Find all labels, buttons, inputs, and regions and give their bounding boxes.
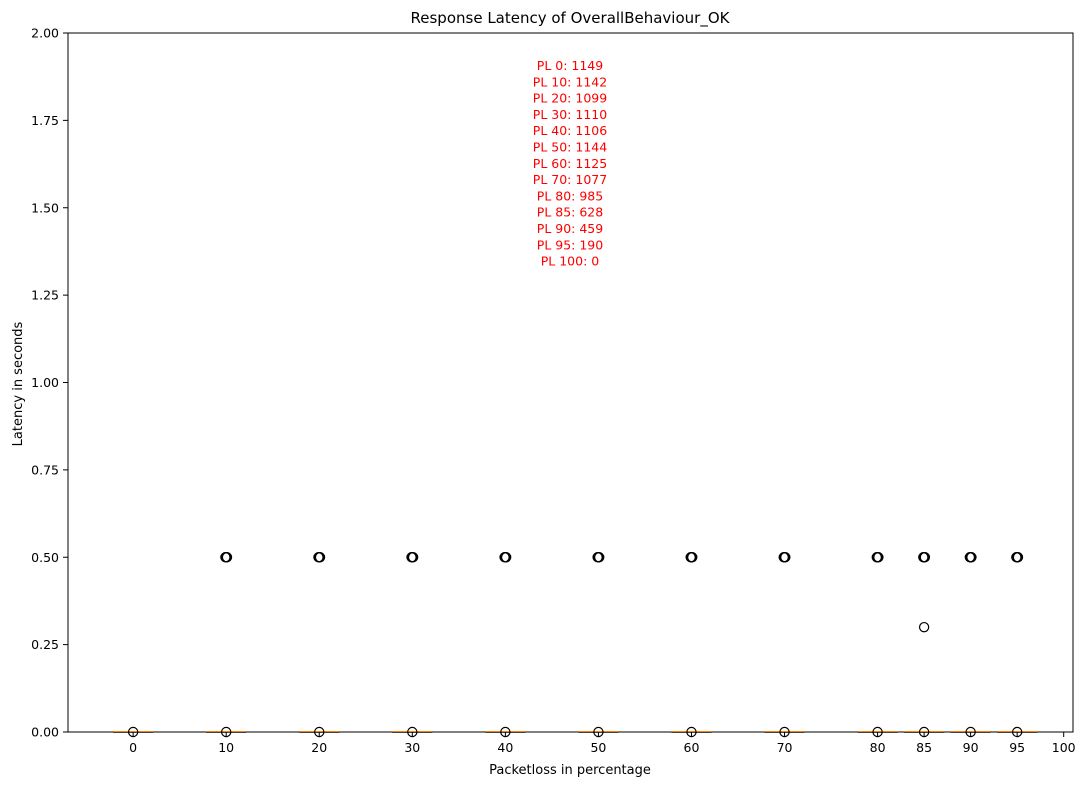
packet-count-annotation: PL 70: 1077 [533, 172, 607, 187]
x-axis-label: Packetloss in percentage [489, 763, 651, 778]
outlier-point [872, 726, 883, 738]
packet-count-annotation: PL 60: 1125 [533, 156, 607, 171]
packet-count-annotation: PL 100: 0 [541, 254, 600, 269]
outlier-point [220, 726, 232, 738]
outlier-point [594, 552, 605, 563]
x-tick-label: 80 [870, 740, 886, 755]
chart-title: Response Latency of OverallBehaviour_OK [411, 9, 731, 28]
outlier-point [873, 552, 884, 563]
outlier-point [965, 726, 976, 738]
packet-count-annotation: PL 40: 1106 [533, 123, 607, 138]
outlier-point [500, 726, 511, 738]
x-tick-label: 85 [916, 740, 932, 755]
y-tick-label: 1.00 [31, 375, 59, 390]
x-tick-label: 50 [590, 740, 606, 755]
packet-count-annotation: PL 50: 1144 [533, 140, 607, 155]
outlier-point [966, 552, 977, 563]
outlier-point [1011, 726, 1023, 738]
y-axis-label: Latency in seconds [11, 321, 26, 446]
packet-count-annotation: PL 80: 985 [537, 188, 603, 203]
packet-count-annotation: PL 90: 459 [537, 221, 603, 236]
outlier-point [779, 726, 790, 738]
outlier-point [918, 621, 930, 633]
y-tick-label: 1.50 [31, 200, 59, 215]
packet-count-annotation: PL 10: 1142 [533, 74, 607, 89]
x-tick-label: 10 [218, 740, 234, 755]
x-tick-label: 40 [497, 740, 513, 755]
outlier-point [314, 552, 326, 563]
y-tick-label: 0.00 [31, 725, 59, 740]
x-tick-label: 20 [311, 740, 327, 755]
packet-count-annotation: PL 95: 190 [537, 237, 603, 252]
x-tick-label: 100 [1052, 740, 1076, 755]
x-tick-label: 70 [777, 740, 793, 755]
x-tick-label: 60 [684, 740, 700, 755]
outlier-point [221, 552, 233, 563]
y-tick-label: 2.00 [31, 26, 59, 41]
outlier-point [407, 552, 419, 563]
outlier-point [314, 726, 325, 738]
outlier-point [686, 726, 697, 738]
packet-count-annotation: PL 30: 1110 [533, 107, 607, 122]
x-tick-label: 30 [404, 740, 420, 755]
x-tick-label: 0 [129, 740, 137, 755]
plot-area: 0.00 0.25 0.50 0.75 1.00 1.25 1.50 1.75 2.00 0 10 2… [31, 26, 1076, 756]
x-tick-label: 90 [963, 740, 979, 755]
outlier-point [918, 726, 930, 738]
packet-count-annotation: PL 0: 1149 [537, 58, 603, 73]
y-tick-label: 0.75 [31, 462, 59, 477]
y-tick-label: 1.75 [31, 113, 59, 128]
y-tick-label: 0.50 [31, 550, 59, 565]
outlier-point [127, 726, 139, 738]
outlier-point [593, 726, 604, 738]
outlier-point [919, 552, 931, 563]
packet-count-annotation: PL 85: 628 [537, 205, 603, 220]
outlier-point [1012, 552, 1024, 563]
y-tick-label: 0.25 [31, 637, 59, 652]
outlier-point [780, 552, 791, 563]
packet-count-annotation: PL 20: 1099 [533, 91, 607, 106]
outlier-point [687, 552, 698, 563]
outlier-point [407, 726, 418, 738]
outlier-point [500, 552, 512, 563]
x-tick-label: 95 [1009, 740, 1025, 755]
y-tick-label: 1.25 [31, 288, 59, 303]
